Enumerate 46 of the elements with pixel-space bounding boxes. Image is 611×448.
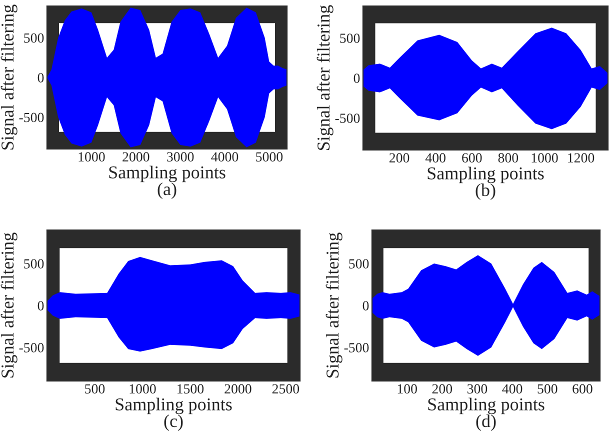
x-tick-label: 2500 (272, 384, 300, 394)
y-axis-title: Signal after filtering (316, 5, 334, 150)
y-tick-label: 0 (38, 301, 44, 310)
x-axis-title: Sampling points (116, 398, 232, 414)
y-tick-label: 500 (24, 259, 44, 269)
text: (a) (158, 182, 176, 199)
x-axis-title: Sampling points (109, 166, 226, 182)
y-tick-label: -500 (335, 114, 360, 123)
x-tick-label: 500 (538, 384, 558, 394)
y-tick-label: -500 (19, 343, 44, 352)
x-tick-label: 200 (389, 153, 410, 163)
x-axis-title: Sampling points (428, 398, 544, 414)
x-tick-label: 600 (572, 384, 592, 394)
x-tick-label: 1200 (568, 153, 594, 163)
y-axis-title: Signal after filtering (0, 4, 18, 150)
y-axis-title: Signal after filtering (0, 232, 18, 378)
x-tick-label: 100 (398, 384, 417, 394)
x-tick-label: 300 (467, 384, 488, 394)
x-tick-label: 500 (85, 384, 105, 394)
x-tick-label: 1000 (78, 152, 105, 162)
x-tick-label: 1500 (178, 384, 204, 394)
y-tick-label: -500 (344, 343, 369, 352)
y-tick-label: 500 (349, 259, 369, 269)
x-tick-label: 400 (425, 153, 446, 163)
x-tick-label: 2000 (122, 152, 150, 162)
y-tick-label: 0 (362, 301, 369, 310)
y-tick-label: -500 (19, 112, 44, 122)
x-tick-label: 1000 (130, 384, 156, 394)
y-tick-label: 0 (354, 74, 360, 83)
y-tick-label: 500 (340, 34, 360, 43)
text: (c) (164, 414, 183, 431)
text: (d) (476, 414, 496, 431)
x-tick-label: 4000 (211, 152, 238, 162)
x-tick-label: 3000 (167, 152, 194, 162)
text: (b) (476, 183, 496, 200)
x-axis-title: Sampling points (428, 166, 544, 184)
x-tick-label: 600 (462, 153, 482, 163)
y-tick-label: 500 (24, 33, 44, 43)
x-tick-label: 2000 (224, 384, 252, 394)
x-tick-label: 1000 (532, 153, 558, 163)
x-tick-label: 5000 (256, 152, 283, 162)
y-axis-title: Signal after filtering (326, 232, 342, 378)
x-tick-label: 200 (432, 384, 452, 394)
x-tick-label: 800 (498, 153, 518, 163)
y-tick-label: 0 (38, 73, 44, 82)
x-tick-label: 400 (502, 384, 522, 394)
